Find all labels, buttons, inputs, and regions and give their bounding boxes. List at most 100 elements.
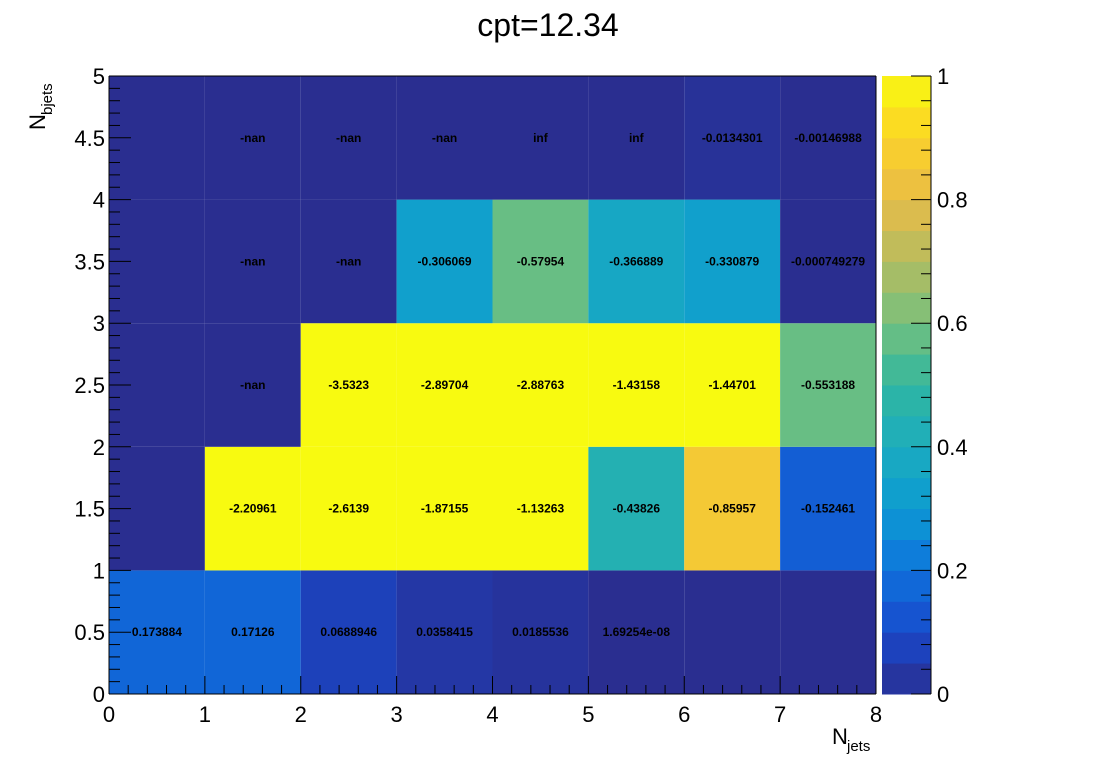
colorbar-band: [882, 230, 931, 262]
colorbar-tick-label: 0.8: [937, 188, 968, 213]
heatmap-cell-label: -0.306069: [418, 254, 472, 268]
colorbar-band: [882, 106, 931, 139]
heatmap-cell: [684, 323, 781, 447]
heatmap-cell-label: -0.330879: [705, 254, 759, 268]
colorbar-band: [882, 261, 931, 293]
heatmap-cell-label: -3.5323: [328, 378, 369, 392]
x-axis-label-sub: jets: [846, 738, 870, 755]
heatmap-cell-label: -0.152461: [801, 502, 855, 516]
heatmap-cell: [588, 199, 685, 324]
x-tick-label: 5: [582, 702, 594, 727]
plot-axes: 0 1 2 3 4 5 6 7 8 0 0.5 1 1.5 2 2.5 3 3.5 4 4.5 5: [74, 64, 882, 727]
heatmap-cell-label: -nan: [240, 254, 265, 268]
heatmap-cell: [588, 446, 685, 571]
x-tick-label: 6: [678, 702, 690, 727]
heatmap-cell: [396, 199, 493, 324]
heatmap-cell: [684, 570, 781, 694]
heatmap-cell-label: -nan: [432, 131, 457, 145]
colorbar-band: [882, 632, 931, 664]
heatmap-cell-label: -2.20961: [229, 502, 277, 516]
heatmap-cell: [780, 323, 876, 447]
y-axis-label: N bjets: [25, 83, 56, 130]
heatmap-cell-label: -2.6139: [328, 502, 369, 516]
colorbar-band: [882, 292, 931, 324]
heatmap-cell-label: 0.0358415: [416, 625, 473, 639]
heatmap-cell-label: -0.366889: [609, 254, 663, 268]
heatmap-cell: [588, 570, 685, 694]
x-tick-label: 8: [870, 702, 882, 727]
heatmap-cell: [300, 199, 397, 324]
heatmap-cell-labels: 0.173884 0.17126 0.0688946 0.0358415 0.01855…: [132, 131, 866, 639]
y-tick-label: 1: [93, 558, 105, 583]
heatmap-cell: [204, 76, 301, 200]
heatmap-cell: [396, 323, 493, 447]
colorbar-band: [882, 354, 931, 386]
heatmap-cell-label: -0.00146988: [794, 131, 862, 145]
y-tick-label: 0: [93, 682, 105, 707]
heatmap-cell: [588, 323, 685, 447]
y-tick-label: 2.5: [74, 373, 105, 398]
heatmap-cell: [300, 76, 397, 200]
heatmap-cell: [396, 570, 493, 694]
heatmap-cell: [492, 199, 589, 324]
heatmap-cell-label: -0.43826: [613, 502, 661, 516]
colorbar-tick-label: 0: [937, 682, 949, 707]
colorbar-tick-label: 0.6: [937, 311, 968, 336]
heatmap-cell-label: 0.0688946: [320, 625, 377, 639]
y-axis-label-sub: bjets: [39, 83, 56, 115]
colorbar-band: [882, 663, 931, 695]
heatmap-cell: [684, 446, 781, 571]
heatmap-cell-label: -2.89704: [421, 378, 469, 392]
y-tick-label: 2: [93, 435, 105, 460]
y-tick-label: 3: [93, 311, 105, 336]
heatmap-cell-label: -1.13263: [517, 502, 565, 516]
heatmap-cell-label: -0.000749279: [791, 254, 865, 268]
heatmap-cell: [780, 446, 876, 571]
heatmap-cell: [780, 76, 876, 200]
colorbar-band: [882, 446, 931, 479]
heatmap-cell: [396, 446, 493, 571]
heatmap-cell: [492, 323, 589, 447]
heatmap-cell: [780, 199, 876, 324]
x-tick-label: 4: [486, 702, 498, 727]
x-tick-label: 7: [774, 702, 786, 727]
colorbar: 0 0.2 0.4 0.6 0.8 1: [882, 64, 968, 707]
y-tick-label: 1.5: [74, 497, 105, 522]
heatmap-cell: [204, 446, 301, 571]
heatmap-cell: [300, 570, 397, 694]
colorbar-band: [882, 539, 931, 571]
heatmap-cell: [204, 323, 301, 447]
colorbar-band: [882, 323, 931, 355]
colorbar-band: [882, 477, 931, 510]
heatmap-cell-label: -0.0134301: [702, 131, 763, 145]
heatmap-cell-label: 0.0185536: [512, 625, 569, 639]
heatmap-cell-label: 0.17126: [231, 625, 275, 639]
heatmap-cell-label: inf: [629, 131, 645, 145]
x-axis-label: N jets: [832, 724, 870, 755]
heatmap-cell-label: -1.87155: [421, 502, 469, 516]
heatmap-cell: [492, 76, 589, 200]
heatmap-cell: [300, 446, 397, 571]
x-tick-label: 1: [199, 702, 211, 727]
colorbar-tick-label: 0.2: [937, 558, 968, 583]
heatmap-cell-label: 0.173884: [132, 625, 182, 639]
heatmap-cell: [300, 323, 397, 447]
heatmap-cell-label: -1.43158: [613, 378, 661, 392]
heatmap-cell: [204, 199, 301, 324]
y-tick-label: 0.5: [74, 620, 105, 645]
heatmap-cell: [396, 76, 493, 200]
heatmap-cell-label: 1.69254e-08: [603, 625, 671, 639]
colorbar-tick-label: 0.4: [937, 435, 968, 460]
y-tick-label: 4.5: [74, 126, 105, 151]
heatmap-cell-label: -nan: [336, 254, 361, 268]
heatmap-cells: [109, 76, 876, 694]
heatmap-cell: [780, 570, 876, 694]
heatmap-cell-label: inf: [533, 131, 549, 145]
heatmap-cell: [492, 446, 589, 571]
colorbar-band: [882, 570, 931, 602]
x-tick-label: 2: [295, 702, 307, 727]
heatmap-cell-label: -nan: [240, 378, 265, 392]
x-axis-label-main: N: [832, 724, 848, 749]
colorbar-band: [882, 385, 931, 417]
